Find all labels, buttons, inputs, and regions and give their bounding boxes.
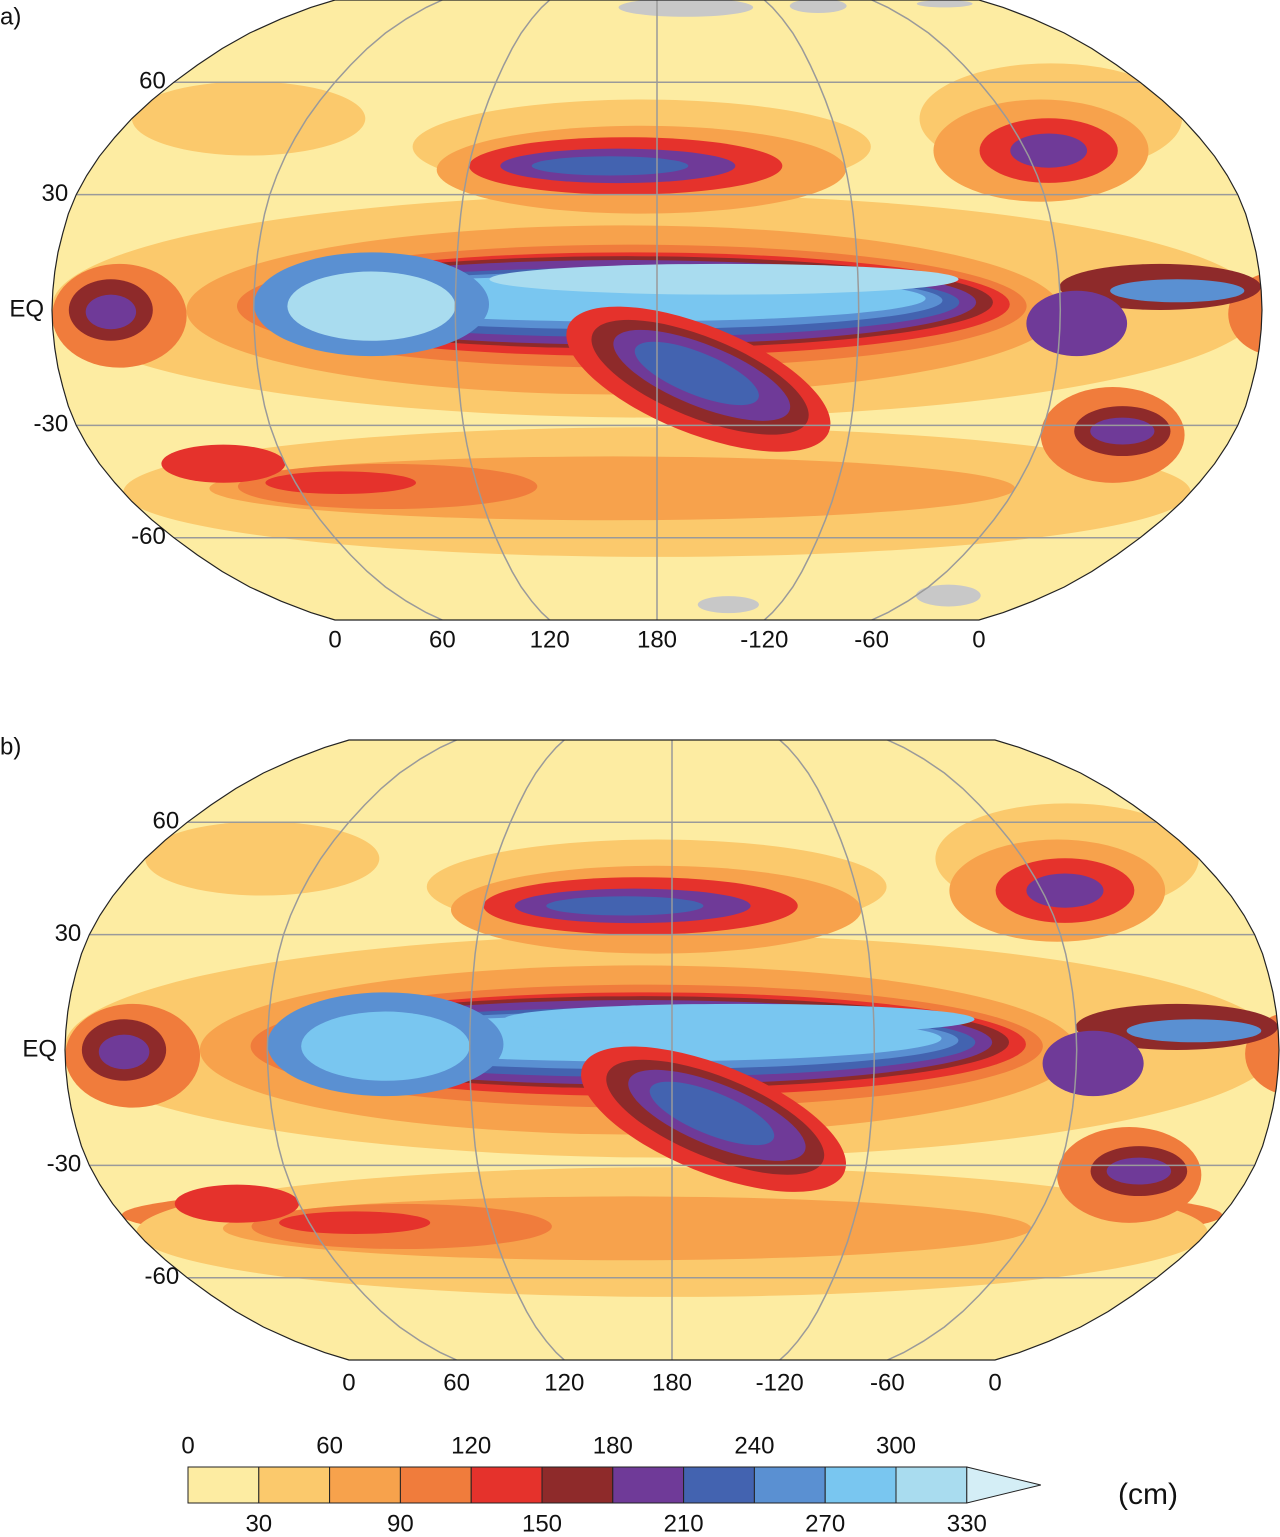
- precip-contour: [1026, 873, 1104, 908]
- precip-contour: [915, 584, 981, 607]
- colorbar-bin: [329, 1466, 401, 1504]
- lon-label: 0: [328, 626, 341, 653]
- precip-contour: [649, 1081, 775, 1146]
- colorbar-bin: [683, 1466, 755, 1504]
- precip-contour: [546, 896, 704, 916]
- colorbar-bin: [470, 1466, 543, 1504]
- lat-label: 30: [41, 180, 68, 207]
- lon-label: -60: [854, 626, 889, 653]
- precip-field: [52, 0, 1262, 620]
- colorbar-bin: [824, 1466, 897, 1504]
- precip-contour: [174, 1184, 300, 1223]
- lon-label: 0: [342, 1369, 355, 1396]
- panel-label: b): [0, 733, 21, 760]
- lon-label: 0: [972, 626, 985, 653]
- colorbar-tick-label: 150: [522, 1510, 562, 1537]
- precip-contour: [789, 0, 847, 14]
- precip-contour: [131, 81, 366, 156]
- lat-label: -30: [34, 411, 69, 438]
- precip-contour: [1106, 1157, 1172, 1185]
- precip-contour: [1010, 133, 1088, 168]
- lon-label: 180: [652, 1369, 692, 1396]
- precip-contour: [634, 341, 759, 406]
- lon-label: 120: [544, 1369, 584, 1396]
- map-outline: [64, 739, 1280, 1361]
- lon-label: -60: [870, 1369, 905, 1396]
- colorbar-tick-label: 270: [805, 1510, 845, 1537]
- lon-label: 60: [429, 626, 456, 653]
- precip-contour: [1042, 1030, 1144, 1097]
- precip-contour: [1126, 1019, 1262, 1043]
- precip-contour: [1110, 279, 1245, 303]
- precip-contour: [916, 0, 973, 8]
- colorbar-unit: (cm): [1118, 1478, 1178, 1511]
- lat-label: 30: [55, 920, 82, 947]
- lat-label: 60: [153, 808, 180, 835]
- precip-field: [65, 740, 1279, 1360]
- colorbar-tick-label: 120: [451, 1432, 491, 1459]
- colorbar-bin: [187, 1466, 260, 1504]
- colorbar-bin: [753, 1466, 826, 1504]
- map-outline: [51, 0, 1263, 621]
- colorbar-tick-label: 60: [316, 1432, 343, 1459]
- colorbar-tick-label: 300: [876, 1432, 916, 1459]
- lon-label: 0: [988, 1369, 1001, 1396]
- lon-label: -120: [756, 1369, 804, 1396]
- colorbar-tick-label: 240: [734, 1432, 774, 1459]
- precip-contour: [489, 263, 959, 295]
- precip-contour: [1026, 290, 1128, 357]
- panel-label: a): [0, 3, 21, 30]
- precip-contour: [287, 271, 456, 341]
- lon-label: 120: [530, 626, 570, 653]
- precip-contour: [85, 294, 137, 330]
- colorbar-tick-label: 210: [664, 1510, 704, 1537]
- precip-contour: [145, 821, 380, 896]
- precip-contour: [1090, 417, 1155, 445]
- lat-label: EQ: [22, 1035, 57, 1062]
- precip-contour: [265, 471, 417, 495]
- colorbar-bin: [399, 1466, 472, 1504]
- precip-contour: [531, 156, 689, 176]
- lat-label: -30: [47, 1151, 82, 1178]
- lat-label: -60: [131, 523, 166, 550]
- lat-label: -60: [145, 1263, 180, 1290]
- precip-contour: [279, 1211, 431, 1235]
- colorbar-bin: [541, 1466, 614, 1504]
- colorbar-tick-label: 30: [245, 1510, 272, 1537]
- colorbar-extension: [966, 1466, 1041, 1504]
- colorbar-bin: [258, 1466, 331, 1504]
- colorbar-bin: [895, 1466, 968, 1504]
- lat-label: 60: [139, 68, 166, 95]
- precip-contour: [503, 1003, 975, 1035]
- precip-contour: [618, 0, 754, 17]
- colorbar-tick-label: 90: [387, 1510, 414, 1537]
- map-panel: [64, 739, 1280, 1361]
- precip-contour: [697, 596, 759, 614]
- colorbar-tick-label: 0: [181, 1432, 194, 1459]
- precip-contour: [98, 1034, 150, 1070]
- lon-label: 60: [443, 1369, 470, 1396]
- colorbar: 0 30 60 90 120 150 180 210 240 270 300 330 (cm): [181, 1432, 1178, 1537]
- precip-contour: [301, 1011, 470, 1081]
- precip-contour: [161, 444, 286, 483]
- map-panel: [51, 0, 1263, 621]
- colorbar-bin: [612, 1466, 685, 1504]
- lon-label: -120: [740, 626, 788, 653]
- lat-label: EQ: [9, 295, 44, 322]
- colorbar-tick-label: 180: [593, 1432, 633, 1459]
- lon-label: 180: [637, 626, 677, 653]
- colorbar-tick-label: 330: [947, 1510, 987, 1537]
